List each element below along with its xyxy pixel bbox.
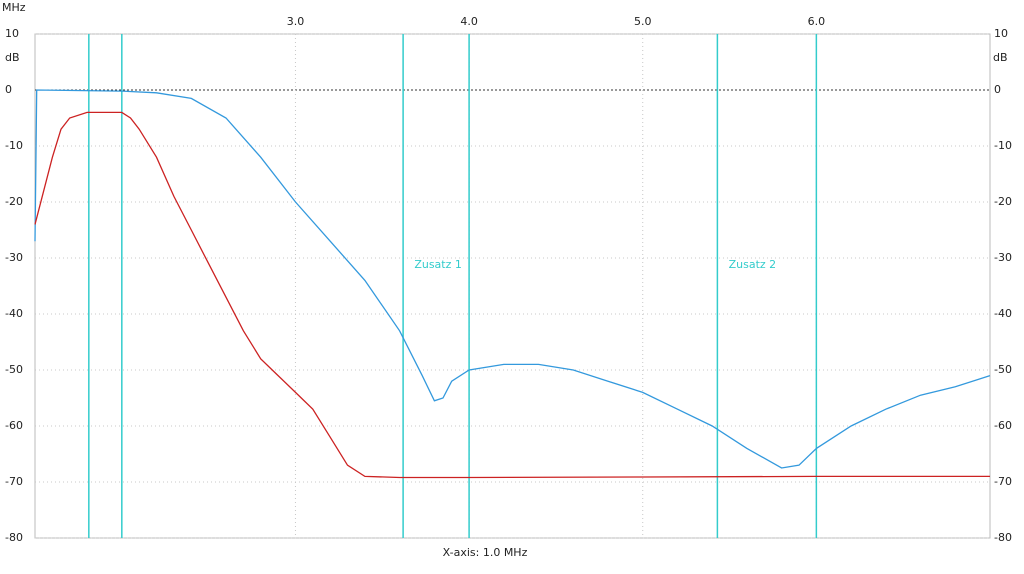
y-tick-label: -20 (5, 195, 23, 208)
y-tick-label: -40 (5, 307, 23, 320)
y-tick-label-right: -20 (994, 195, 1012, 208)
plot-area (34, 33, 991, 539)
y-tick-label-right: -40 (994, 307, 1012, 320)
y-unit-right: dB (993, 51, 1008, 64)
x-tick-label: 3.0 (287, 15, 305, 28)
series-line (34, 111, 990, 479)
y-tick-label: -50 (5, 363, 23, 376)
y-tick-label: -30 (5, 251, 23, 264)
x-axis-label: X-axis: 1.0 MHz (443, 546, 528, 559)
y-tick-label-right: 0 (994, 83, 1001, 96)
x-unit: MHz (2, 1, 26, 14)
y-tick-label-right: -70 (994, 475, 1012, 488)
y-tick-label: -60 (5, 419, 23, 432)
y-tick-label-right: -60 (994, 419, 1012, 432)
x-tick-label: 4.0 (460, 15, 478, 28)
y-tick-label-right: -50 (994, 363, 1012, 376)
y-tick-label: -80 (5, 531, 23, 544)
y-tick-label: -70 (5, 475, 23, 488)
y-tick-label: 0 (5, 83, 12, 96)
y-tick-label-right: -10 (994, 139, 1012, 152)
y-tick-label: -10 (5, 139, 23, 152)
y-unit-left: dB (5, 51, 20, 64)
y-tick-label-right: -80 (994, 531, 1012, 544)
marker-label: Zusatz 2 (729, 258, 777, 271)
x-tick-label: 5.0 (634, 15, 652, 28)
y-tick-label: 10 (5, 27, 19, 40)
series-line (34, 89, 991, 469)
marker-label: Zusatz 1 (414, 258, 462, 271)
y-tick-label-right: -30 (994, 251, 1012, 264)
y-tick-label-right: 10 (994, 27, 1008, 40)
x-tick-label: 6.0 (808, 15, 826, 28)
